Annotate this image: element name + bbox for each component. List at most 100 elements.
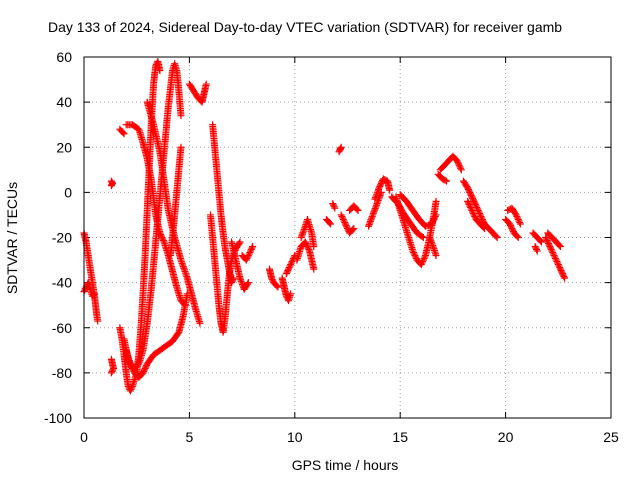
data-point: [493, 234, 501, 241]
data-point: [508, 224, 516, 232]
data-point: [551, 255, 559, 263]
data-point: [243, 255, 251, 263]
data-point: [531, 243, 539, 251]
data-point: [515, 217, 523, 225]
data-point: [247, 247, 255, 255]
data-point: [467, 205, 475, 213]
series-trace-04: [107, 177, 116, 190]
data-point: [470, 211, 478, 219]
data-point: [354, 206, 362, 214]
data-point: [91, 290, 99, 298]
data-point: [507, 223, 515, 231]
data-point: [331, 204, 339, 212]
data-point: [457, 166, 465, 174]
data-point: [128, 363, 136, 371]
x-tick-label: 5: [186, 429, 194, 445]
data-point: [426, 234, 434, 241]
data-point: [237, 277, 245, 285]
x-tick-label: 20: [498, 429, 514, 445]
data-point: [274, 283, 282, 291]
data-point: [368, 213, 376, 221]
x-tick-label: 15: [392, 429, 408, 445]
data-point: [353, 205, 361, 213]
data-point: [340, 217, 348, 225]
data-points: [80, 58, 569, 395]
data-point: [284, 265, 292, 273]
data-point: [509, 226, 517, 234]
data-point: [464, 199, 472, 207]
data-point: [248, 244, 256, 252]
data-point: [552, 256, 560, 264]
data-point: [166, 252, 174, 260]
data-point: [330, 203, 338, 211]
data-point: [246, 249, 254, 257]
data-point: [336, 146, 344, 154]
data-point: [110, 364, 118, 372]
data-point: [431, 212, 439, 220]
data-point: [561, 274, 569, 282]
series-trace-19: [282, 252, 299, 278]
data-point: [343, 223, 351, 231]
data-point: [181, 301, 189, 309]
data-point: [542, 235, 550, 243]
data-point: [157, 232, 165, 240]
series-trace-12: [185, 80, 210, 106]
series-trace-26: [335, 143, 345, 156]
data-point: [469, 196, 477, 204]
data-point: [158, 234, 166, 241]
data-point: [555, 241, 563, 249]
data-point: [304, 244, 312, 252]
data-point: [556, 243, 564, 251]
data-point: [81, 286, 89, 294]
data-point: [556, 264, 564, 272]
series-trace-09: [122, 121, 189, 309]
data-point: [544, 240, 552, 248]
data-point: [288, 258, 296, 266]
data-point: [341, 220, 349, 228]
data-point: [339, 215, 347, 223]
data-point: [533, 246, 541, 254]
series-trace-38: [504, 204, 524, 228]
data-point: [545, 241, 553, 249]
data-point: [466, 188, 474, 196]
y-tick-label: -80: [52, 365, 72, 381]
data-point: [507, 221, 515, 229]
series-trace-35: [459, 177, 501, 241]
data-point: [554, 259, 562, 267]
data-point: [249, 243, 257, 251]
series-trace-36: [464, 197, 489, 232]
data-point: [466, 202, 474, 210]
y-tick-label: -20: [52, 230, 72, 246]
data-point: [418, 233, 426, 241]
data-point: [466, 190, 474, 198]
data-point: [372, 201, 380, 209]
data-point: [282, 270, 290, 278]
data-point: [476, 209, 484, 217]
data-point: [236, 274, 244, 282]
data-point: [514, 215, 522, 223]
data-point: [443, 177, 451, 185]
data-point: [94, 317, 102, 325]
data-point: [441, 176, 449, 184]
series-trace-42: [544, 229, 564, 251]
data-point: [464, 184, 472, 192]
series-trace-30: [396, 191, 440, 230]
data-point: [432, 252, 440, 260]
data-point: [109, 366, 117, 374]
data-point: [126, 360, 134, 368]
data-point: [287, 261, 295, 269]
series-trace-22: [322, 215, 335, 228]
data-point: [557, 267, 565, 275]
data-point: [516, 220, 524, 228]
data-point: [419, 258, 427, 266]
data-point: [372, 203, 380, 211]
data-point: [337, 211, 345, 219]
series-trace-27: [365, 188, 385, 230]
data-point: [268, 274, 276, 282]
data-point: [427, 237, 435, 245]
data-point: [159, 237, 167, 245]
series-trace-16: [238, 243, 257, 264]
series-trace-18: [278, 274, 295, 305]
data-point: [472, 202, 480, 210]
data-point: [455, 161, 463, 169]
